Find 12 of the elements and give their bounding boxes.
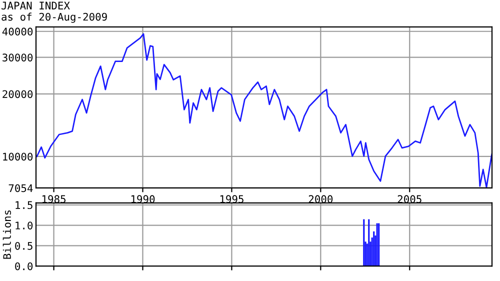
y-tick-label: 30000 bbox=[2, 54, 33, 62]
y-tick-label: 20000 bbox=[2, 90, 33, 98]
y-axis-title: Billions bbox=[2, 210, 11, 259]
y-tick-label: 7054 bbox=[8, 184, 33, 192]
y-tick-label: 1.5 bbox=[16, 201, 32, 210]
chart-subtitle: as of 20-Aug-2009 bbox=[2, 12, 107, 23]
y-tick-label: 40000 bbox=[2, 28, 33, 36]
y-tick-label: 0.0 bbox=[15, 262, 33, 270]
chart-title: JAPAN INDEX bbox=[2, 2, 70, 10]
y-tick-label: 0.5 bbox=[15, 242, 32, 250]
y-tick-label: 10000 bbox=[3, 152, 33, 161]
y-tick-label: 1.0 bbox=[16, 222, 33, 230]
